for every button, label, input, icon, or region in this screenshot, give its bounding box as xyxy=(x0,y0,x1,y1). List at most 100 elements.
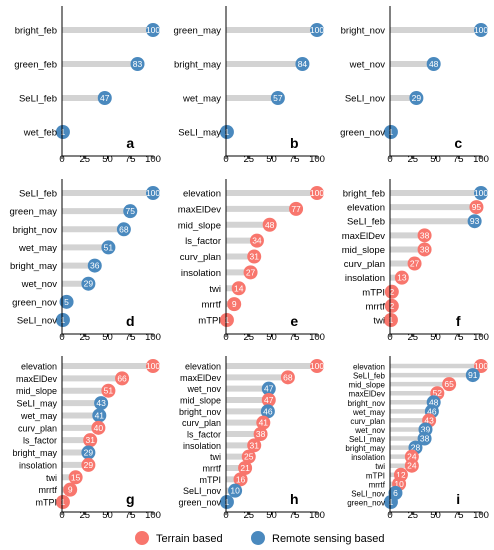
value-label-b-green_may: 100 xyxy=(310,25,324,35)
legend-label-remote: Remote sensing based xyxy=(272,533,385,545)
x-tick-label-c-100: 100 xyxy=(473,154,489,165)
dot-f-mid_slope xyxy=(417,242,432,257)
category-label-d-green_may: green_may xyxy=(9,207,57,218)
category-label-d-SeLI_feb: SeLI_feb xyxy=(19,189,57,200)
dot-d-wet_nov xyxy=(81,276,96,291)
category-label-i-curv_plan: curv_plan xyxy=(350,417,385,426)
dot-g-SeLI_may xyxy=(94,396,109,411)
category-label-i-twi: twi xyxy=(375,462,385,471)
category-label-h-elevation: elevation xyxy=(185,362,221,372)
dot-b-green_may xyxy=(310,23,324,37)
dot-i-SeLI_feb xyxy=(465,368,480,383)
dot-g-elevation xyxy=(146,359,160,373)
x-tick-label-e-75: 75 xyxy=(289,332,300,343)
category-label-c-SeLI_nov: SeLI_nov xyxy=(345,94,385,105)
dot-d-green_may xyxy=(123,204,138,219)
x-tick-label-f-25: 25 xyxy=(407,332,418,343)
dot-d-green_nov xyxy=(59,294,74,309)
value-label-h-SeLI_nov: 10 xyxy=(230,486,240,496)
category-label-e-curv_plan: curv_plan xyxy=(180,252,221,263)
category-label-i-wet_may: wet_may xyxy=(352,408,385,417)
dot-f-bright_feb xyxy=(474,186,488,200)
value-label-e-ls_factor: 34 xyxy=(252,236,262,246)
category-label-f-mid_slope: mid_slope xyxy=(342,245,385,256)
value-label-b-wet_may: 57 xyxy=(273,93,283,103)
value-label-h-insolation: 31 xyxy=(249,440,259,450)
category-label-i-mrrtf: mrrtf xyxy=(369,480,386,489)
value-label-h-mTPI: 16 xyxy=(236,474,246,484)
value-label-f-mrrtf: 2 xyxy=(389,301,394,311)
category-label-c-green_nov: green_nov xyxy=(340,128,385,139)
dot-d-bright_nov xyxy=(116,222,131,237)
category-label-f-SeLI_feb: SeLI_feb xyxy=(347,217,385,228)
panel-c: 100 bright_nov 48 wet_nov 29 SeLI_nov 1 green_n… xyxy=(340,6,489,165)
category-label-h-wet_nov: wet_nov xyxy=(186,384,221,394)
dot-a-wet_feb xyxy=(55,125,70,139)
value-label-f-mTPI: 2 xyxy=(389,287,394,297)
value-label-i-curv_plan: 43 xyxy=(424,415,434,425)
dot-i-mid_slope xyxy=(442,377,457,392)
value-label-f-curv_plan: 27 xyxy=(410,259,420,269)
category-label-e-mTPI: mTPI xyxy=(198,316,221,327)
category-label-i-bright_nov: bright_nov xyxy=(348,399,385,408)
category-label-i-maxElDev: maxElDev xyxy=(349,390,385,399)
x-tick-label-a-100: 100 xyxy=(145,154,161,165)
category-label-e-mrrtf: mrrtf xyxy=(201,300,221,311)
category-label-i-mTPI: mTPI xyxy=(366,471,385,480)
panel-d: 100SeLI_feb75green_may68bright_nov51wet_… xyxy=(9,179,161,343)
dot-f-mTPI xyxy=(384,284,399,299)
value-label-d-SeLI_nov: 1 xyxy=(61,315,66,325)
x-tick-label-f-0: 0 xyxy=(387,332,392,343)
panel-letter-e: e xyxy=(290,313,298,329)
x-tick-label-c-50: 50 xyxy=(430,154,441,165)
dot-h-green_nov xyxy=(219,495,234,509)
x-tick-label-g-100: 100 xyxy=(145,510,161,521)
value-label-h-mid_slope: 47 xyxy=(264,395,274,405)
dot-g-maxElDev xyxy=(115,371,130,386)
category-label-d-bright_nov: bright_nov xyxy=(13,225,58,236)
x-tick-label-g-25: 25 xyxy=(79,510,90,521)
value-label-b-bright_may: 84 xyxy=(298,59,308,69)
value-label-e-maxElDev: 77 xyxy=(291,204,301,214)
value-label-h-green_nov: 1 xyxy=(225,497,230,507)
dot-h-twi xyxy=(241,449,256,464)
category-label-d-wet_may: wet_may xyxy=(18,243,57,254)
category-label-e-maxElDev: maxElDev xyxy=(178,204,222,215)
value-label-i-elevation: 100 xyxy=(474,361,488,371)
category-label-f-elevation: elevation xyxy=(347,203,385,214)
category-label-h-bright_nov: bright_nov xyxy=(179,407,222,417)
category-label-h-SeLI_nov: SeLI_nov xyxy=(183,486,222,496)
legend: Terrain based Remote sensing based xyxy=(135,531,385,545)
value-label-i-green_nov: 1 xyxy=(389,497,394,507)
category-label-h-ls_factor: ls_factor xyxy=(187,430,221,440)
category-label-f-bright_feb: bright_feb xyxy=(343,189,385,200)
value-label-g-ls_factor: 31 xyxy=(85,435,95,445)
category-label-h-twi: twi xyxy=(210,452,221,462)
value-label-i-mid_slope: 65 xyxy=(444,379,454,389)
dot-g-twi xyxy=(68,470,83,485)
dot-d-SeLI_nov xyxy=(55,313,70,327)
value-label-g-twi: 15 xyxy=(71,472,81,482)
x-tick-label-f-75: 75 xyxy=(453,332,464,343)
dot-i-green_nov xyxy=(383,495,398,509)
dot-c-green_nov xyxy=(383,125,398,139)
value-label-h-twi: 25 xyxy=(244,452,254,462)
panel-h: 100elevation68maxElDev47wet_nov47mid_slo… xyxy=(178,356,325,521)
category-label-b-SeLI_may: SeLI_may xyxy=(178,128,221,139)
category-label-i-green_nov: green_nov xyxy=(347,499,385,508)
dot-f-maxElDev xyxy=(417,228,432,243)
value-label-f-bright_feb: 100 xyxy=(474,188,488,198)
x-tick-label-i-100: 100 xyxy=(473,510,489,521)
panel-f: 100 bright_feb 95 elevation 93 SeLI_feb 38 maxE… xyxy=(342,179,489,343)
category-label-h-insolation: insolation xyxy=(183,441,221,451)
dot-e-insolation xyxy=(243,265,258,280)
value-label-a-SeLI_feb: 47 xyxy=(100,93,110,103)
panel-letter-b: b xyxy=(290,135,299,151)
x-tick-label-h-0: 0 xyxy=(223,510,228,521)
dot-g-ls_factor xyxy=(83,433,98,448)
value-label-a-bright_feb: 100 xyxy=(146,25,160,35)
dot-h-curv_plan xyxy=(256,415,271,430)
legend-label-terrain: Terrain based xyxy=(156,533,223,545)
dot-g-mTPI xyxy=(55,495,70,509)
category-label-h-green_nov: green_nov xyxy=(178,498,221,508)
